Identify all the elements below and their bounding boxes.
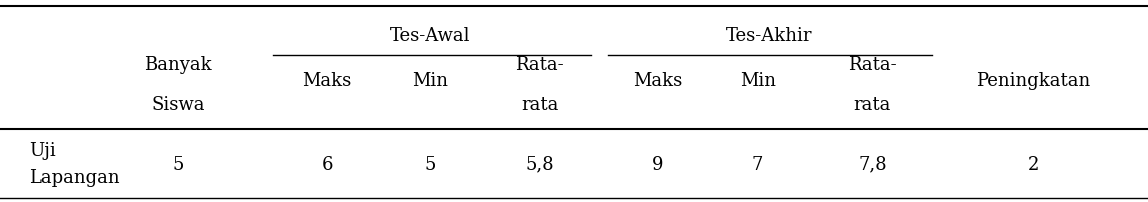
- Text: rata: rata: [854, 96, 891, 114]
- Text: Tes-Akhir: Tes-Akhir: [726, 27, 813, 45]
- Text: 5: 5: [425, 156, 436, 174]
- Text: 9: 9: [652, 156, 664, 174]
- Text: 5,8: 5,8: [526, 156, 553, 174]
- Text: Maks: Maks: [303, 72, 351, 90]
- Text: rata: rata: [521, 96, 558, 114]
- Text: Rata-: Rata-: [848, 56, 897, 74]
- Text: Siswa: Siswa: [152, 96, 204, 114]
- Text: Maks: Maks: [634, 72, 682, 90]
- Text: Uji: Uji: [29, 142, 55, 161]
- Text: 5: 5: [172, 156, 184, 174]
- Text: 2: 2: [1027, 156, 1039, 174]
- Text: Banyak: Banyak: [145, 56, 211, 74]
- Text: Lapangan: Lapangan: [29, 169, 119, 187]
- Text: 7: 7: [752, 156, 763, 174]
- Text: 6: 6: [321, 156, 333, 174]
- Text: 7,8: 7,8: [859, 156, 886, 174]
- Text: Min: Min: [739, 72, 776, 90]
- Text: Peningkatan: Peningkatan: [976, 72, 1091, 90]
- Text: Tes-Awal: Tes-Awal: [390, 27, 471, 45]
- Text: Min: Min: [412, 72, 449, 90]
- Text: Rata-: Rata-: [515, 56, 564, 74]
